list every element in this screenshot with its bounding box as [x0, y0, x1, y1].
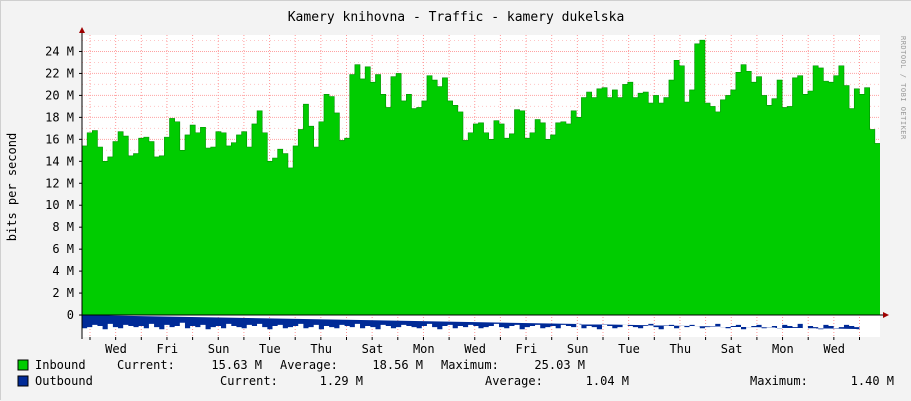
y-tick-label: 14 M — [45, 154, 74, 168]
x-tick-label: Fri — [516, 342, 538, 356]
y-tick-label: 18 M — [45, 110, 74, 124]
y-tick-label: 20 M — [45, 88, 74, 102]
legend-maximum-value: 25.03 M — [534, 358, 585, 372]
y-axis-label: bits per second — [5, 133, 19, 241]
x-tick-label: Mon — [413, 342, 435, 356]
legend-name-outbound: Outbound — [35, 374, 93, 388]
legend-maximum-label: Maximum: — [750, 374, 808, 388]
legend-average-value: 18.56 M — [372, 358, 423, 372]
inbound-area — [82, 40, 880, 316]
x-tick-label: Sat — [721, 342, 743, 356]
x-tick-label: Sun — [567, 342, 589, 356]
y-axis-arrow — [79, 27, 85, 33]
y-tick-labels: 0 2 M 4 M 6 M 8 M 10 M 12 M 14 M 16 M 18 M 20 M 22 … — [45, 44, 82, 322]
chart-title: Kamery knihovna - Traffic - kamery dukel… — [288, 10, 625, 25]
rrdtool-watermark: RRDTOOL / TOBI OETIKER — [899, 36, 907, 140]
x-tick-label: Thu — [669, 342, 691, 356]
legend-current-label: Current: — [220, 374, 278, 388]
outbound-area — [82, 315, 870, 330]
y-tick-label: 22 M — [45, 66, 74, 80]
legend-current-label: Current: — [117, 358, 175, 372]
legend-swatch-outbound — [17, 375, 29, 387]
y-tick-label: 8 M — [52, 220, 74, 234]
inbound-edge-line — [82, 39, 880, 169]
y-tick-label: 6 M — [52, 242, 74, 256]
axes — [79, 27, 889, 339]
y-tick-label: 10 M — [45, 198, 74, 212]
x-tick-label: Sun — [208, 342, 230, 356]
legend-current-value: 1.29 M — [320, 374, 363, 388]
x-tick-label: Wed — [823, 342, 845, 356]
legend: Inbound Current: 15.63 M Average: 18.56 M Max… — [17, 358, 894, 388]
legend-maximum-value: 1.40 M — [851, 374, 894, 388]
x-tick-label: Tue — [618, 342, 640, 356]
y-tick-label: 0 — [67, 308, 74, 322]
x-tick-label: Thu — [310, 342, 332, 356]
y-tick-label: 24 M — [45, 44, 74, 58]
x-tick-label: Sat — [362, 342, 384, 356]
y-tick-label: 2 M — [52, 286, 74, 300]
legend-average-value: 1.04 M — [586, 374, 629, 388]
legend-current-value: 15.63 M — [211, 358, 262, 372]
y-tick-label: 4 M — [52, 264, 74, 278]
x-tick-label: Wed — [464, 342, 486, 356]
legend-maximum-label: Maximum: — [441, 358, 499, 372]
x-tick-label: Fri — [156, 342, 178, 356]
legend-average-label: Average: — [485, 374, 543, 388]
x-axis-arrow — [883, 312, 889, 319]
y-tick-label: 16 M — [45, 132, 74, 146]
legend-name-inbound: Inbound — [35, 358, 86, 372]
x-tick-label: Tue — [259, 342, 281, 356]
legend-swatch-inbound — [17, 359, 29, 371]
legend-average-label: Average: — [280, 358, 338, 372]
y-tick-label: 12 M — [45, 176, 74, 190]
x-tick-label: Mon — [772, 342, 794, 356]
x-tick-label: Wed — [105, 342, 127, 356]
x-tick-labels: Wed Fri Sun Tue Thu Sat Mon Wed Fri Sun Tue Thu Sat M… — [89, 337, 860, 356]
